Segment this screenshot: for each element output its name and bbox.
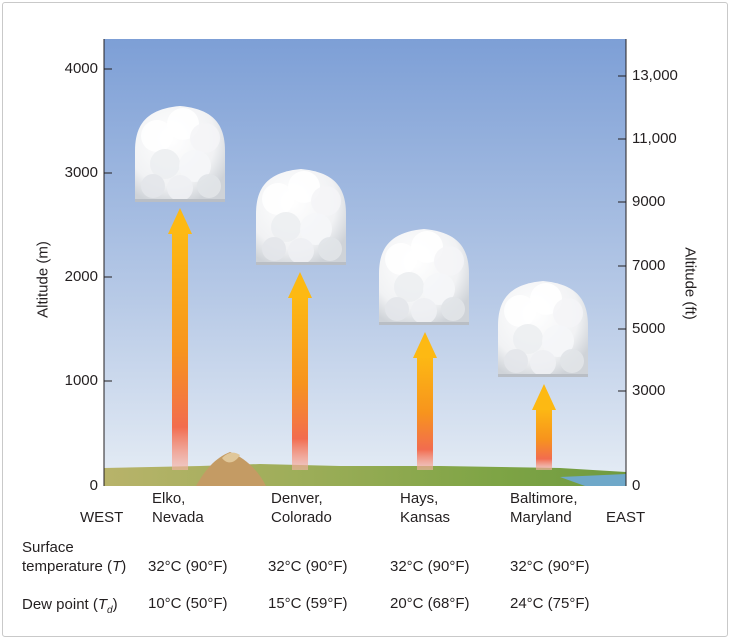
left-tick-label: 2000 bbox=[64, 268, 98, 285]
cloud-elko bbox=[135, 106, 225, 202]
location-label-baltimore: Baltimore, Maryland bbox=[510, 490, 578, 526]
dew-point-denver: 15°C (59°F) bbox=[268, 595, 348, 612]
left-axis-title: Altitude (m) bbox=[34, 241, 52, 318]
arrow-elko bbox=[168, 208, 192, 470]
cloud-hays bbox=[379, 229, 469, 325]
arrow-baltimore bbox=[532, 384, 556, 470]
right-axis-ticks bbox=[618, 75, 626, 392]
temperature-baltimore: 32°C (90°F) bbox=[510, 558, 590, 575]
left-tick-label: 4000 bbox=[64, 60, 98, 77]
right-tick-label: 3000 bbox=[632, 382, 666, 399]
ocean bbox=[560, 474, 626, 486]
left-axis-ticks bbox=[104, 68, 112, 382]
west-label: WEST bbox=[80, 509, 124, 526]
right-tick-label: 5000 bbox=[632, 320, 666, 337]
dew-point-elko: 10°C (50°F) bbox=[148, 595, 228, 612]
cloud-baltimore bbox=[498, 281, 588, 377]
right-tick-label: 13,000 bbox=[632, 67, 678, 84]
right-tick-label: 9000 bbox=[632, 193, 666, 210]
east-label: EAST bbox=[606, 509, 646, 526]
temperature-denver: 32°C (90°F) bbox=[268, 558, 348, 575]
left-tick-label: 0 bbox=[89, 477, 98, 494]
left-tick-label: 3000 bbox=[64, 164, 98, 181]
cloud-denver bbox=[256, 169, 346, 265]
right-tick-label: 7000 bbox=[632, 257, 666, 274]
surface-temperature-label: Surface temperature (T) bbox=[22, 539, 127, 575]
right-tick-label: 11,000 bbox=[632, 130, 677, 147]
dew-point-baltimore: 24°C (75°F) bbox=[510, 595, 590, 612]
location-label-denver: Denver, Colorado bbox=[271, 490, 332, 526]
arrow-denver bbox=[288, 272, 312, 470]
location-label-elko: Elko, Nevada bbox=[152, 490, 204, 526]
arrow-hays bbox=[413, 332, 437, 470]
temperature-hays: 32°C (90°F) bbox=[390, 558, 470, 575]
temperature-elko: 32°C (90°F) bbox=[148, 558, 228, 575]
right-axis-title: Altitude (ft) bbox=[681, 247, 699, 320]
right-tick-label: 0 bbox=[632, 477, 641, 494]
dew-point-label: Dew point (Td) bbox=[22, 596, 118, 616]
dew-point-hays: 20°C (68°F) bbox=[390, 595, 470, 612]
mountain bbox=[196, 452, 266, 486]
location-label-hays: Hays, Kansas bbox=[400, 490, 451, 526]
left-tick-label: 1000 bbox=[64, 372, 98, 389]
